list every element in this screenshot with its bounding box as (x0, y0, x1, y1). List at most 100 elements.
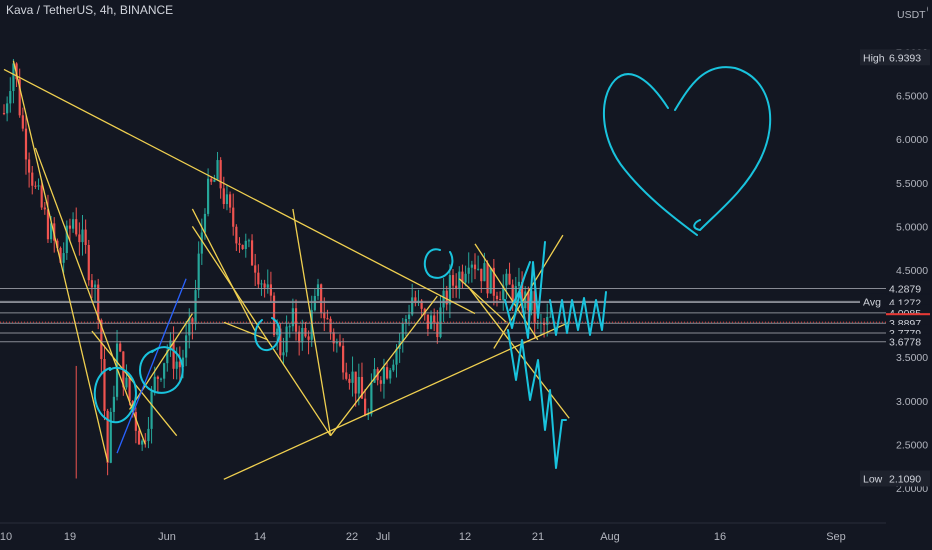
currency-box (893, 2, 927, 22)
y-tick-label: 3.0000 (896, 396, 928, 408)
candle-body (483, 263, 486, 282)
candle-body (291, 308, 294, 327)
candle-body (147, 428, 150, 442)
candle-body (18, 79, 21, 116)
candle-body (486, 263, 489, 294)
high-label-prefix-bg (860, 49, 886, 66)
high-label-bg (886, 49, 930, 66)
candle-body (492, 267, 495, 296)
freehand-stroke (674, 66, 772, 231)
candle-body (495, 295, 499, 300)
candle-body (401, 323, 404, 341)
candle-body (185, 335, 188, 358)
time-axis[interactable]: 10 19 Jun 14 22 Jul 12 21 Aug 16 Sep (0, 522, 886, 543)
x-tick-label: Sep (826, 531, 846, 543)
candle-body (228, 194, 232, 208)
candle-body (499, 299, 502, 301)
x-tick-label: 16 (714, 531, 726, 543)
candle-body (31, 172, 34, 186)
candle-body (266, 284, 269, 288)
candle-body (549, 316, 552, 318)
candle-body (166, 350, 169, 364)
trendline (292, 208, 332, 436)
candle-body (404, 319, 408, 324)
candle-body (216, 160, 219, 180)
candle-body (241, 244, 244, 250)
freehand-stroke (549, 291, 607, 336)
candle-body (68, 225, 72, 229)
candle-body (125, 377, 128, 388)
price-axis[interactable]: 2.00002.50003.00003.50004.00004.50005.00… (886, 0, 932, 550)
candle-body (357, 376, 360, 394)
candle-body (426, 314, 429, 329)
horizontal-levels (0, 287, 886, 343)
candle-body (163, 363, 166, 379)
candle-body (389, 370, 392, 379)
x-tick-label: Jun (158, 531, 176, 543)
candle-body (364, 398, 367, 416)
high-label-prefix: High (863, 52, 885, 64)
candle-body (62, 253, 65, 263)
candle-body (301, 327, 304, 343)
candle-body (332, 332, 335, 344)
candle-body (342, 345, 345, 373)
candle-body (65, 225, 68, 254)
trendline (468, 287, 570, 419)
candle-body (28, 159, 31, 173)
candle-body (103, 358, 106, 411)
candle-body (304, 327, 307, 337)
candle-body (188, 318, 191, 336)
candle-body (276, 328, 279, 335)
candle-body (392, 364, 395, 371)
candle-body (514, 286, 517, 304)
trendline (191, 208, 256, 332)
candle-body (382, 367, 386, 384)
candle-body (210, 178, 213, 182)
candle-body (37, 185, 40, 187)
currency-label: USDT (897, 9, 926, 21)
candle-body (542, 322, 546, 325)
candle-body (480, 268, 483, 282)
trendline (3, 68, 476, 315)
candle-body (150, 391, 153, 429)
candle-body (360, 376, 364, 399)
candle-body (137, 430, 141, 445)
candle-body (505, 273, 508, 286)
candle-body (222, 188, 225, 205)
trendline-drawings (3, 60, 570, 480)
candle-body (395, 348, 398, 365)
candle-body (134, 412, 137, 431)
trendline (223, 321, 268, 341)
y-tick-label: 5.5000 (896, 178, 928, 190)
candle-body (307, 336, 310, 340)
candle-body (527, 291, 530, 311)
candle-body (12, 63, 15, 92)
candle-body (112, 396, 115, 412)
candle-body (470, 264, 473, 268)
freehand-stroke (93, 366, 137, 424)
candle-body (502, 285, 505, 300)
candle-body (191, 318, 194, 325)
y-tick-label: 2.5000 (896, 439, 928, 451)
candle-body (197, 253, 200, 291)
candle-body (448, 275, 451, 305)
candle-body (414, 297, 417, 303)
candle-body (530, 291, 533, 311)
x-tick-label: 10 (0, 531, 12, 543)
candlestick-series (2, 58, 552, 479)
price-axis-labels: High6.9393Low2.10904.2879Avg4.13974.1272… (860, 49, 930, 487)
candle-body (225, 194, 229, 205)
candle-body (316, 284, 320, 296)
candle-body (235, 226, 238, 244)
low-label-value: 2.1090 (889, 473, 921, 485)
freehand-drawings (93, 66, 772, 469)
candle-body (156, 376, 159, 379)
trendline (458, 278, 507, 323)
blue-trendline (116, 278, 187, 454)
candle-body (451, 275, 455, 286)
candle-body (141, 440, 144, 445)
candle-body (354, 371, 357, 394)
candle-body (34, 185, 37, 187)
candle-body (370, 382, 373, 415)
